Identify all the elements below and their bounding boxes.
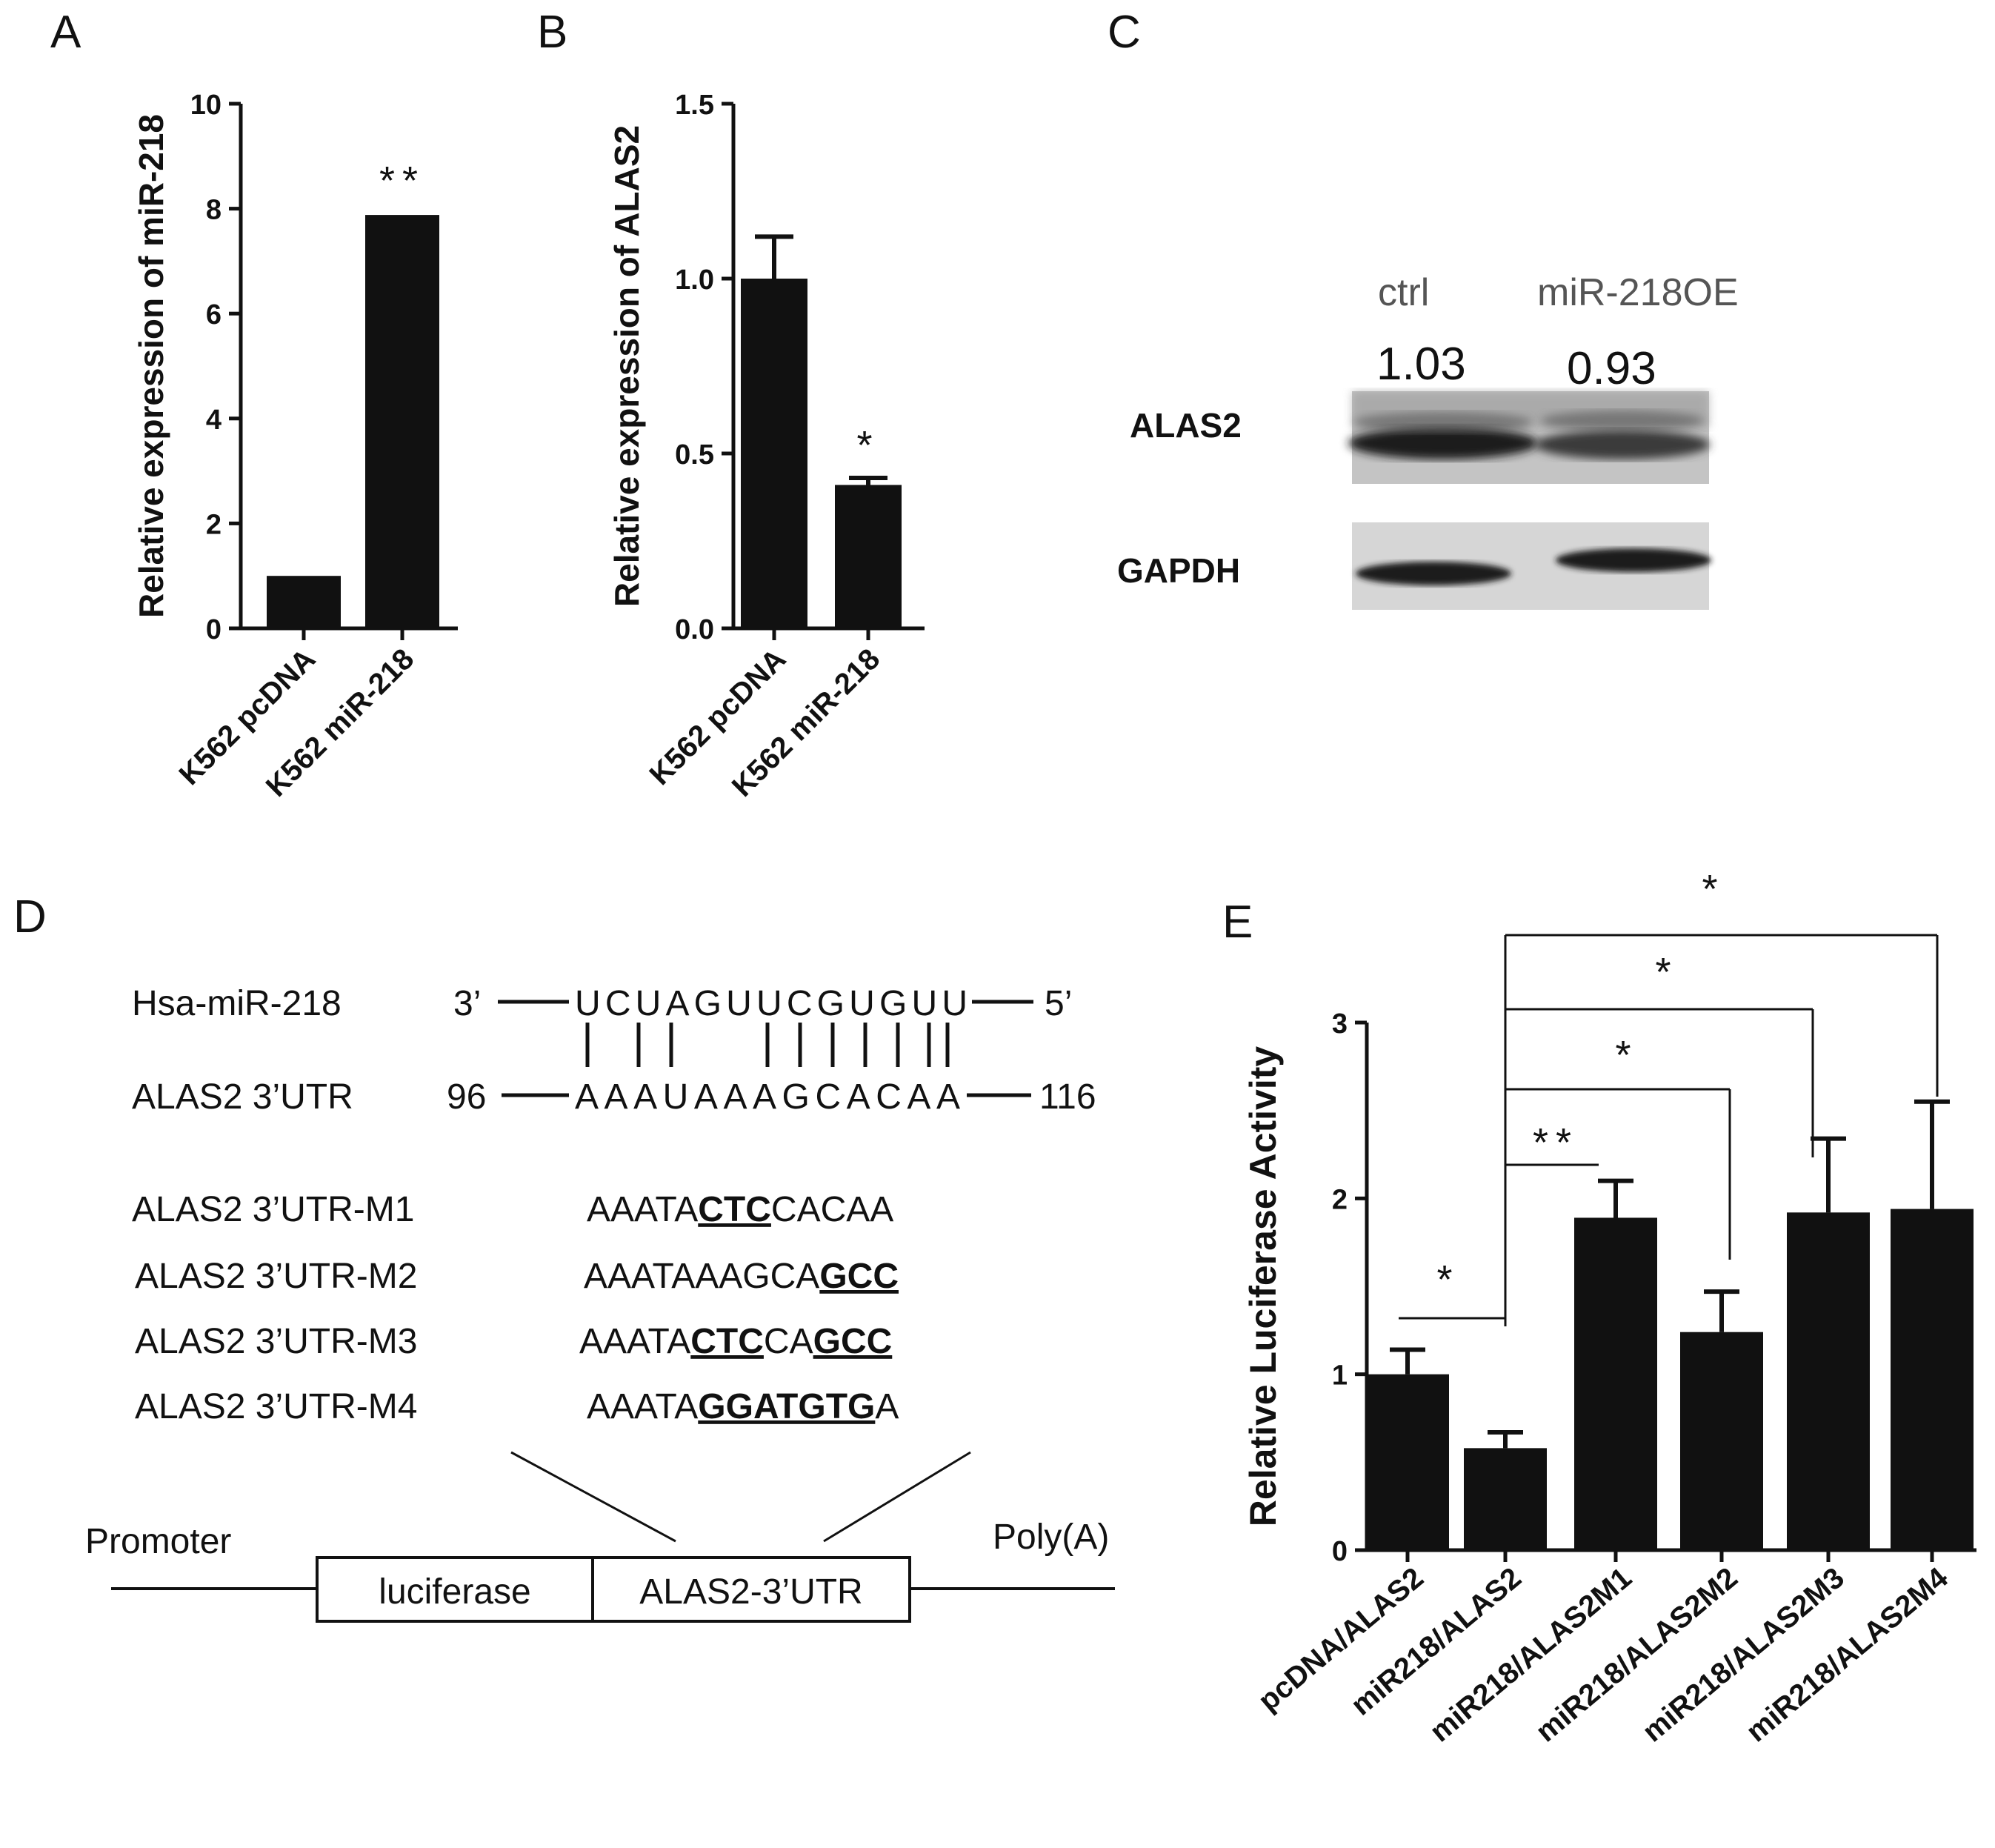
y-tick-label-e-1: 1 xyxy=(1332,1360,1348,1392)
y-tick-label-b-2: 1.0 xyxy=(675,265,714,296)
utr-start-pos: 96 xyxy=(447,1077,486,1117)
alas2-upper-band-ctrl xyxy=(1354,412,1532,433)
y-tick-label-b-1: 0.5 xyxy=(675,439,714,471)
utr-end-pos: 116 xyxy=(1039,1077,1096,1117)
lane-label-ctrl: ctrl xyxy=(1378,271,1429,314)
utr-box-label: ALAS2-3’UTR xyxy=(639,1572,862,1612)
mir-sequence: UCUAGUUCGUGUU xyxy=(575,984,967,1023)
alas2-band-ctrl xyxy=(1348,427,1538,459)
comparison-label-2: ** xyxy=(1533,1120,1579,1165)
bar-a-1 xyxy=(267,576,341,628)
y-axis-label-b: Relative expression of ALAS2 xyxy=(607,125,646,607)
panel-label-e: E xyxy=(1222,897,1253,948)
comparison-label-3: * xyxy=(1615,1033,1638,1077)
panel-label-a: A xyxy=(50,7,81,58)
alas2-band-mir218oe xyxy=(1535,430,1710,459)
lane-label-mir218oe: miR-218OE xyxy=(1537,271,1739,314)
callout-line-right xyxy=(823,1451,971,1543)
bar-e-4 xyxy=(1680,1332,1763,1550)
utr-sequence: AAAUAAAGCACAA xyxy=(575,1077,960,1117)
y-tick-label-e-0: 0 xyxy=(1332,1536,1348,1567)
y-tick-label-a-5: 10 xyxy=(190,90,222,121)
y-tick-label-a-2: 4 xyxy=(206,405,222,436)
western-blot: ctrl miR-218OE 1.03 0.93 ALAS2 GAPDH xyxy=(1117,271,1739,610)
utr-label: ALAS2 3’UTR xyxy=(132,1077,353,1117)
category-label-e-1: pcDNA/ALAS2 xyxy=(1252,1561,1429,1718)
category-label-e-3: miR218/ALAS2M1 xyxy=(1424,1561,1638,1748)
mutant-label-m2: ALAS2 3’UTR-M2 xyxy=(135,1257,417,1296)
mutant-label-m1: ALAS2 3’UTR-M1 xyxy=(132,1190,414,1229)
y-tick-label-e-2: 2 xyxy=(1332,1184,1348,1215)
panel-label-b: B xyxy=(537,7,567,58)
mutant-seq-m3: AAATACTCCAGCC xyxy=(579,1322,892,1361)
bar-b-2 xyxy=(835,485,902,628)
y-tick-label-e-3: 3 xyxy=(1332,1008,1348,1040)
significance-a-2: ** xyxy=(379,159,425,203)
bar-e-6 xyxy=(1891,1209,1974,1550)
sequence-alignment: Hsa-miR-218 3’ UCUAGUUCGUGUU 5’ ALAS2 3’… xyxy=(85,984,1115,1623)
y-tick-label-a-0: 0 xyxy=(206,614,222,645)
chart-b: 0.0 0.5 1.0 1.5 Relative expression of ALAS2… xyxy=(607,90,925,803)
callout-line-left xyxy=(510,1451,676,1543)
luciferase-label: luciferase xyxy=(379,1572,530,1612)
gapdh-band-ctrl xyxy=(1356,562,1511,585)
row-label-alas2: ALAS2 xyxy=(1130,406,1242,445)
utr-box xyxy=(591,1556,911,1623)
bar-e-3 xyxy=(1574,1217,1657,1550)
bar-e-2 xyxy=(1464,1448,1547,1550)
category-label-e-4: miR218/ALAS2M2 xyxy=(1530,1561,1744,1748)
mir-label: Hsa-miR-218 xyxy=(132,984,342,1023)
polya-label: Poly(A) xyxy=(993,1518,1109,1557)
chart-e: 0 1 2 3 Relative Luciferase Activity pcDNA/AL… xyxy=(1242,867,1976,1749)
y-axis-label-a: Relative expression of miR-218 xyxy=(132,114,170,618)
mutant-label-m3: ALAS2 3’UTR-M3 xyxy=(135,1322,417,1361)
alas2-upper-band-mir218oe xyxy=(1541,411,1704,431)
y-tick-label-a-4: 8 xyxy=(206,195,222,226)
band-value-ctrl: 1.03 xyxy=(1376,339,1466,390)
bar-e-5 xyxy=(1787,1212,1870,1550)
panel-label-c: C xyxy=(1108,7,1141,58)
mir-5prime: 5’ xyxy=(1045,984,1072,1023)
category-label-e-6: miR218/ALAS2M4 xyxy=(1740,1561,1954,1749)
band-value-mir218oe: 0.93 xyxy=(1567,343,1656,394)
base-pair-lines xyxy=(585,1023,950,1067)
significance-b-2: * xyxy=(856,423,879,468)
mir-3prime: 3’ xyxy=(453,984,481,1023)
bar-e-1 xyxy=(1366,1374,1449,1550)
comparison-label-1: * xyxy=(1436,1257,1459,1302)
bar-b-1 xyxy=(741,279,807,628)
bar-a-2 xyxy=(365,215,439,628)
y-tick-label-a-3: 6 xyxy=(206,299,222,330)
promoter-label: Promoter xyxy=(85,1522,231,1561)
y-tick-label-b-0: 0.0 xyxy=(675,614,714,645)
comparison-label-4: * xyxy=(1655,950,1678,994)
y-tick-label-b-3: 1.5 xyxy=(675,90,714,121)
row-label-gapdh: GAPDH xyxy=(1117,551,1240,590)
panel-label-d: D xyxy=(13,891,47,943)
gapdh-band-mir218oe xyxy=(1556,548,1711,572)
comparison-label-5: * xyxy=(1702,867,1725,911)
y-axis-label-e: Relative Luciferase Activity xyxy=(1242,1046,1284,1527)
mutant-seq-m2: AAATAAAGCAGCC xyxy=(584,1257,899,1296)
mutant-label-m4: ALAS2 3’UTR-M4 xyxy=(135,1387,417,1426)
y-tick-label-a-1: 2 xyxy=(206,509,222,540)
mutant-seq-m1: AAATACTCCACAA xyxy=(587,1190,893,1229)
mutant-seq-m4: AAATAGGATGTGA xyxy=(587,1387,899,1426)
